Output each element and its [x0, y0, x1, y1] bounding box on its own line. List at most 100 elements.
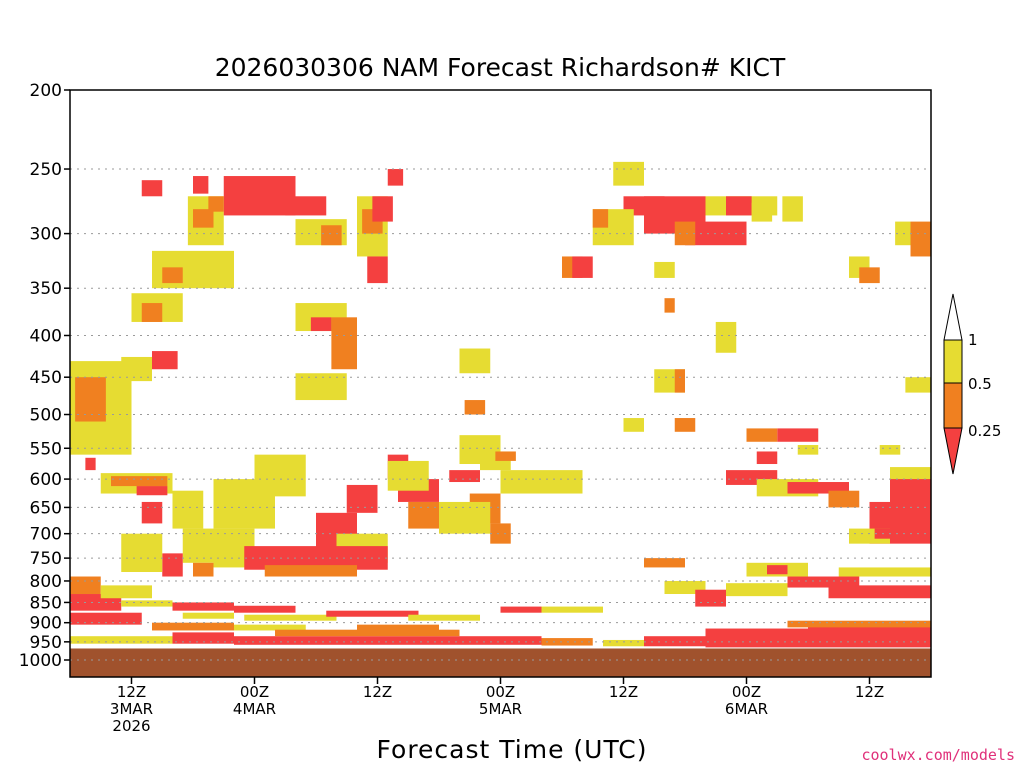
ri-cell-123	[715, 321, 737, 353]
ri-cell-15	[193, 176, 209, 194]
ri-cell-74	[234, 636, 542, 645]
legend-0.5-1	[943, 339, 963, 384]
ri-cell-48	[254, 454, 306, 497]
xtick-label-2-0: 12Z	[363, 683, 392, 701]
xtick-label-0-2: 2026	[112, 717, 150, 735]
ri-cell-14	[141, 180, 163, 197]
ri-cell-131	[895, 221, 911, 246]
ri-cell-18	[285, 196, 327, 216]
ri-cell-100	[787, 482, 849, 494]
ri-cell-60	[100, 585, 152, 599]
xtick-label-0-0: 12Z	[117, 683, 146, 701]
ri-cell-61	[70, 612, 142, 625]
chart-title: 2026030306 NAM Forecast Richardson# KICT	[215, 53, 786, 82]
ri-cell-44	[346, 484, 378, 513]
credit-label: coolwx.com/models	[861, 746, 1015, 764]
ri-cell-23	[331, 317, 357, 370]
ytick-label-850: 850	[30, 593, 62, 613]
ri-cell-127	[674, 418, 696, 432]
legend-0.25-0.5	[943, 382, 963, 429]
ri-cell-72	[70, 636, 173, 644]
ytick-label-900: 900	[30, 614, 62, 634]
ytick-label-300: 300	[30, 225, 62, 245]
ri-cell-52	[182, 528, 214, 563]
ri-cell-5	[136, 486, 168, 496]
ri-cell-86	[726, 583, 788, 597]
xtick-label-1-1: 4MAR	[233, 700, 276, 718]
ri-cell-11	[162, 267, 183, 284]
ri-cell-41	[408, 501, 439, 529]
ri-cell-53	[193, 562, 214, 577]
ri-cell-13	[193, 209, 214, 228]
ytick-label-700: 700	[30, 525, 62, 545]
legend-below-0.25	[943, 427, 963, 475]
y-axis: 200 250 300 350 400 450 500 550 600 650 700 750 8008…	[19, 81, 70, 671]
ri-cell-87	[787, 576, 860, 588]
ri-cell-51	[264, 565, 357, 577]
ri-cell-95	[910, 479, 931, 485]
ytick-label-950: 950	[30, 633, 62, 653]
ri-cell-80	[644, 636, 706, 647]
ri-cell-109	[613, 161, 644, 186]
legend-above-1	[943, 293, 963, 341]
ri-cell-122	[664, 298, 675, 313]
ri-cell-112	[674, 221, 696, 246]
ri-cell-39	[490, 523, 511, 544]
ri-cell-103	[746, 428, 778, 442]
ri-cell-104	[756, 451, 778, 465]
ri-cell-92	[767, 565, 788, 575]
ytick-label-450: 450	[30, 368, 62, 388]
ri-cell-121	[654, 261, 675, 278]
ri-cell-66	[244, 614, 337, 621]
ytick-label-500: 500	[30, 406, 62, 426]
ri-cell-1	[75, 377, 106, 422]
ytick-label-650: 650	[30, 498, 62, 518]
ri-cell-65	[182, 612, 234, 619]
ri-cell-16	[223, 176, 296, 216]
ri-cell-70	[408, 614, 480, 621]
ri-cell-43	[387, 460, 429, 491]
xtick-label-5-1: 6MAR	[725, 700, 768, 718]
ri-cell-36	[500, 470, 583, 494]
ri-cell-64	[234, 605, 296, 613]
ri-cell-97	[874, 528, 896, 539]
ri-cell-118	[782, 196, 803, 222]
ri-cell-101	[828, 490, 860, 508]
ytick-label-250: 250	[30, 160, 62, 180]
ri-cell-31	[464, 400, 486, 415]
ri-cell-79	[603, 639, 644, 647]
ri-cell-57	[121, 533, 163, 573]
ri-cell-114	[592, 209, 609, 228]
xtick-label-1-0: 00Z	[240, 683, 269, 701]
ri-cell-67	[152, 622, 234, 631]
ri-cell-7	[152, 351, 178, 370]
ri-cell-85	[695, 589, 726, 607]
ytick-label-200: 200	[30, 81, 62, 101]
ri-cell-88	[828, 585, 931, 599]
ri-cell-117	[751, 202, 773, 222]
ri-cell-116	[726, 196, 752, 216]
ri-cell-83	[787, 620, 931, 628]
ri-cell-38	[439, 501, 491, 534]
ri-cell-73	[172, 632, 234, 644]
ri-cell-105	[797, 445, 819, 455]
ri-cell-58	[70, 576, 101, 595]
xtick-label-3-0: 00Z	[486, 683, 515, 701]
ri-cell-102	[777, 428, 819, 442]
ri-cell-35	[495, 451, 516, 461]
ri-cell-90	[644, 558, 685, 568]
ytick-label-350: 350	[30, 279, 62, 299]
ri-cell-2	[85, 457, 96, 471]
ri-cell-126	[623, 418, 644, 432]
xtick-label-0-1: 3MAR	[110, 700, 153, 718]
ri-cell-63	[172, 602, 234, 611]
ytick-label-400: 400	[30, 326, 62, 346]
ri-cell-33	[449, 470, 480, 483]
x-axis-label: Forecast Time (UTC)	[377, 735, 648, 764]
ytick-label-550: 550	[30, 439, 62, 459]
ri-cell-29	[387, 169, 404, 186]
ri-cell-132	[905, 377, 931, 393]
ytick-label-750: 750	[30, 549, 62, 569]
